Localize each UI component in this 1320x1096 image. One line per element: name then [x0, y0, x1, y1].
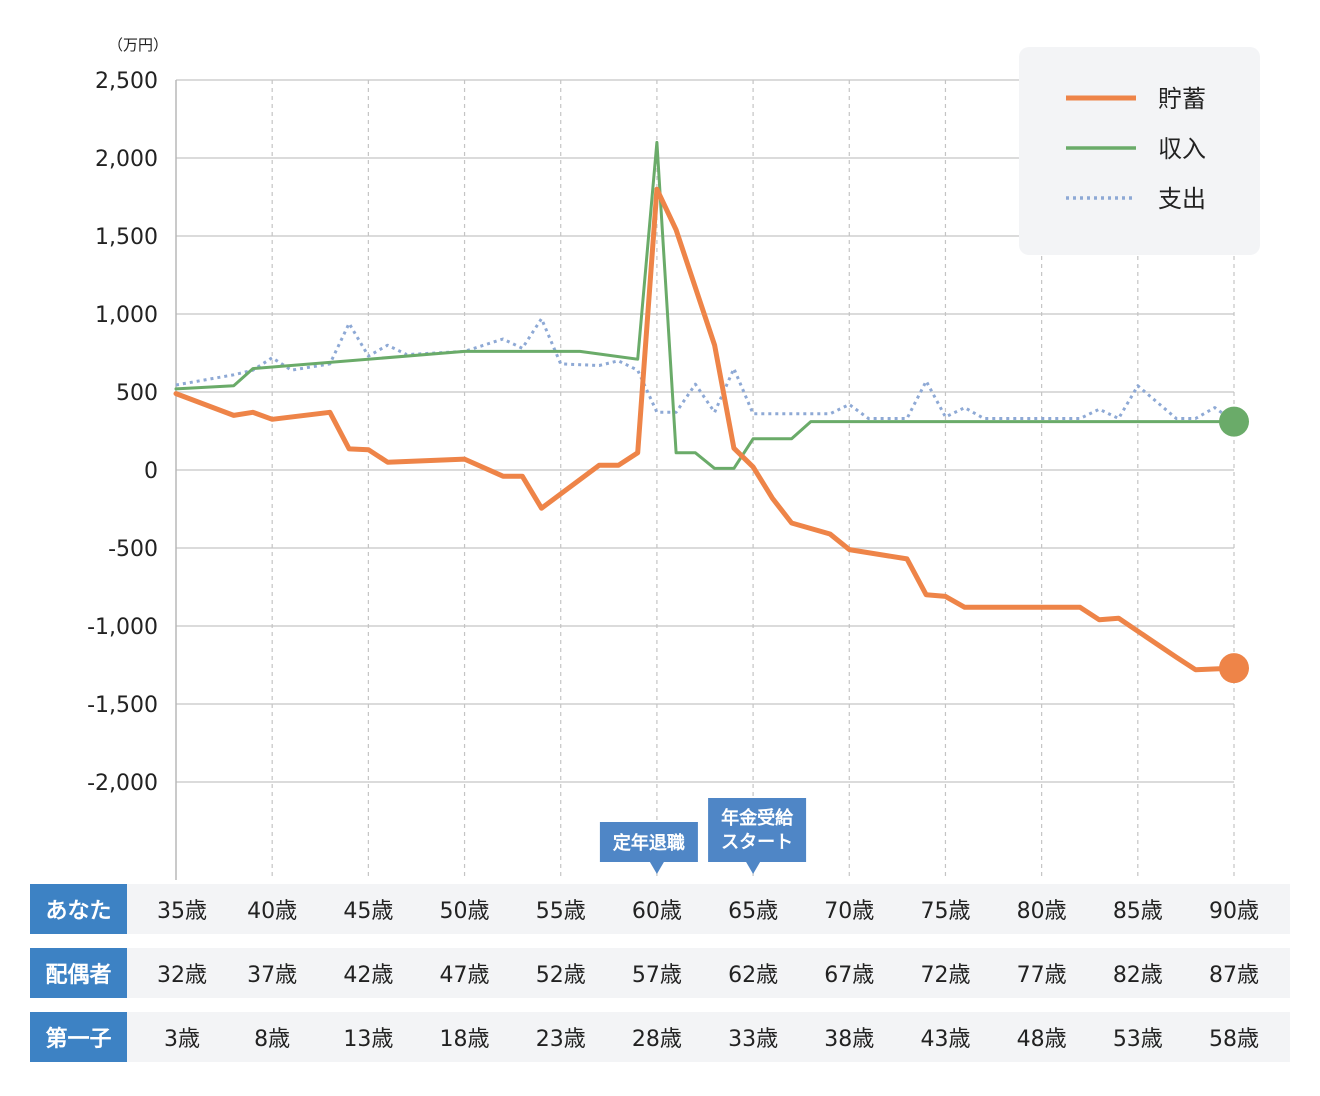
age-cell: 60歳 — [631, 899, 682, 924]
y-tick-label: 500 — [116, 381, 158, 406]
age-table: あなた 35歳 40歳 45歳 50歳 55歳 60歳 65歳 70歳 75歳 80歳 85歳 90歳配… — [30, 884, 1290, 1076]
legend-label: 収入 — [1158, 135, 1206, 163]
age-cell: 90歳 — [1209, 899, 1259, 924]
age-cell: 45歳 — [343, 899, 394, 924]
age-cell: 52歳 — [535, 963, 586, 988]
age-cell: 23歳 — [535, 1027, 586, 1052]
y-tick-label: 1,500 — [95, 225, 158, 250]
annotation-text: 年金受給 — [721, 807, 794, 829]
age-cell: 32歳 — [157, 963, 207, 988]
age-row: 配偶者 32歳 37歳 42歳 47歳 52歳 57歳 62歳 67歳 72歳 77歳 82歳 87歳 — [30, 948, 1290, 998]
age-cell: 37歳 — [247, 963, 298, 988]
y-tick-label: -1,000 — [87, 615, 158, 640]
y-tick-label: -2,000 — [87, 771, 158, 796]
age-cell: 75歳 — [920, 899, 971, 924]
age-cell: 85歳 — [1112, 899, 1163, 924]
age-cell: 43歳 — [920, 1027, 971, 1052]
age-row-label: 第一子 — [30, 1012, 127, 1062]
annotation-pointer — [649, 862, 664, 874]
age-cell: 13歳 — [343, 1027, 394, 1052]
series-end-marker-1 — [1219, 653, 1249, 684]
y-tick-label: 2,000 — [95, 147, 158, 172]
y-tick-label: 1,000 — [95, 303, 158, 328]
age-cell: 18歳 — [439, 1027, 490, 1052]
y-tick-label: 0 — [144, 459, 158, 484]
y-tick-label: -500 — [108, 537, 158, 562]
age-cell: 35歳 — [157, 899, 207, 924]
age-cell: 67歳 — [824, 963, 875, 988]
age-row: あなた 35歳 40歳 45歳 50歳 55歳 60歳 65歳 70歳 75歳 80歳 85歳 90歳 — [30, 884, 1290, 934]
age-cell: 50歳 — [439, 899, 490, 924]
annotation-callout — [708, 798, 807, 862]
age-cell: 48歳 — [1016, 1027, 1067, 1052]
age-cell: 82歳 — [1112, 963, 1163, 988]
age-cell: 47歳 — [439, 963, 490, 988]
age-cell: 57歳 — [631, 963, 682, 988]
y-unit-label: （万円） — [108, 36, 168, 54]
legend-box — [1019, 47, 1260, 255]
legend-label: 支出 — [1158, 185, 1206, 213]
age-cell: 42歳 — [343, 963, 394, 988]
age-cell: 53歳 — [1112, 1027, 1163, 1052]
series-line-3 — [175, 317, 1235, 423]
age-cell: 33歳 — [728, 1027, 779, 1052]
life-plan-chart: （万円） 2,500 2,000 1,500 1,000 500 0 -500 -1,000 -1… — [87, 36, 1260, 880]
series-line-1 — [173, 186, 1237, 673]
annotation-text: 定年退職 — [613, 832, 685, 854]
age-cell: 70歳 — [824, 899, 875, 924]
age-cell: 28歳 — [631, 1027, 682, 1052]
series-end-marker-2 — [1219, 406, 1249, 437]
age-cell: 58歳 — [1209, 1027, 1259, 1052]
age-cell: 8歳 — [254, 1027, 291, 1052]
annotation-text: スタート — [721, 832, 793, 853]
age-row: 第一子 3歳 8歳 13歳 18歳 23歳 28歳 33歳 38歳 43歳 48歳 53歳 58歳 — [30, 1012, 1290, 1062]
age-row-label: 配偶者 — [30, 948, 127, 998]
age-cell: 38歳 — [824, 1027, 875, 1052]
age-cell: 80歳 — [1016, 899, 1067, 924]
age-cell: 65歳 — [728, 899, 779, 924]
age-cell: 77歳 — [1016, 963, 1067, 988]
legend-label: 貯蓄 — [1158, 85, 1206, 113]
y-tick-label: -1,500 — [87, 693, 158, 718]
age-cell: 40歳 — [247, 899, 298, 924]
y-tick-label: 2,500 — [95, 69, 158, 94]
age-cell: 55歳 — [535, 899, 586, 924]
age-row-label: あなた — [30, 884, 127, 934]
age-cell: 3歳 — [164, 1027, 200, 1052]
age-cell: 62歳 — [728, 963, 779, 988]
age-cell: 87歳 — [1209, 963, 1259, 988]
age-cell: 72歳 — [920, 963, 971, 988]
annotation-pointer — [746, 862, 761, 874]
annotation-callout — [599, 822, 698, 862]
series-line-2 — [174, 140, 1236, 470]
